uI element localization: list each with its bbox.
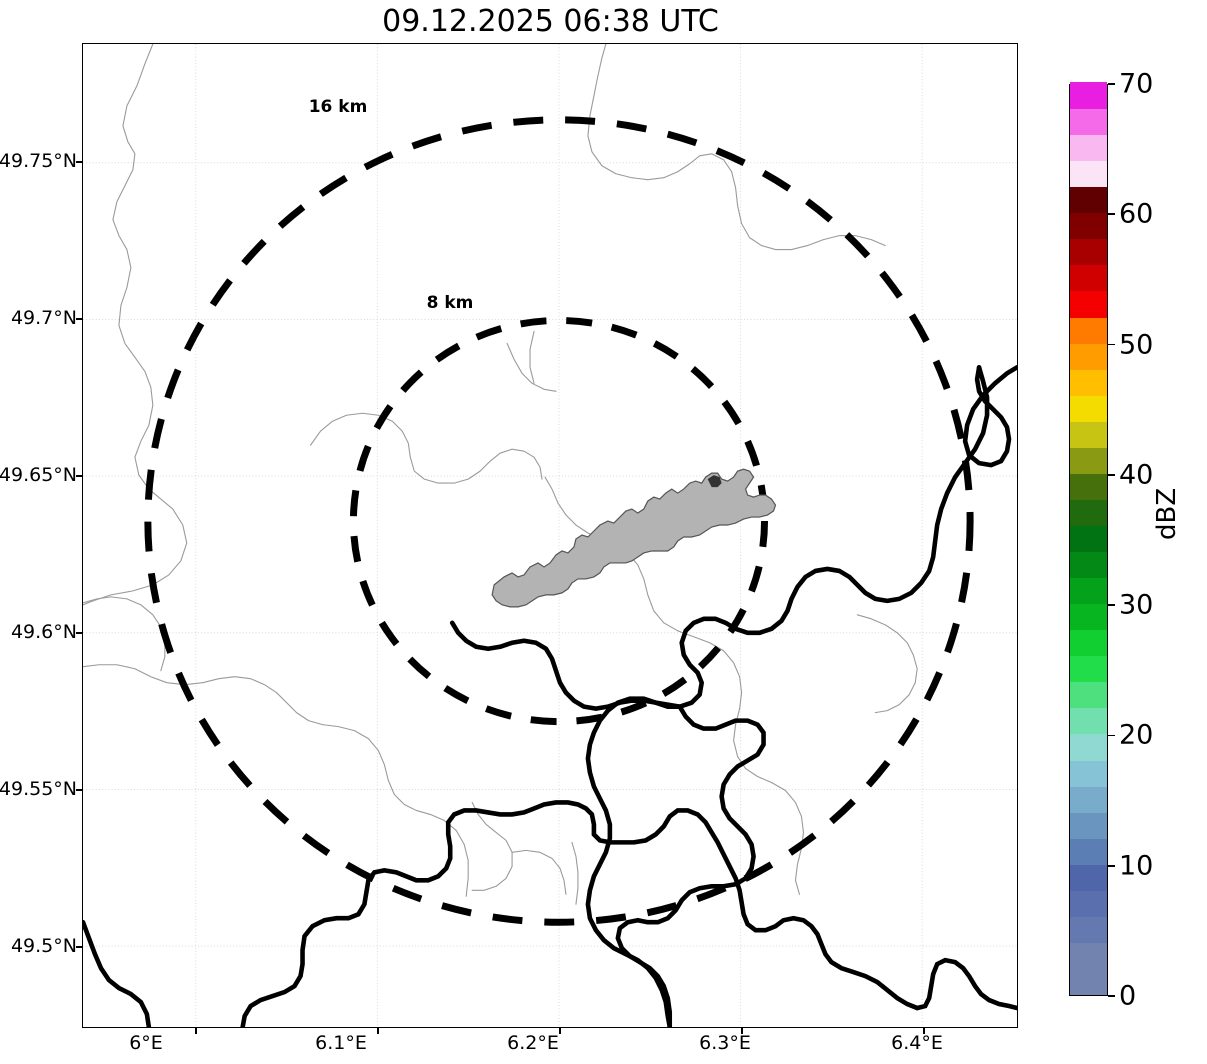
colorbar-band [1070,968,1107,995]
ytick-mark-3 [76,632,82,634]
city-polygon-notch [707,475,722,488]
colorbar-band [1070,785,1107,813]
colorbar-band [1070,316,1107,344]
colorbar-band [1070,629,1107,657]
colorbar-band [1070,603,1107,631]
xtick-mark-2 [559,1028,561,1034]
range-ring-label-8km: 8 km [426,293,474,313]
colorbar-band [1070,890,1107,917]
colorbar-band [1070,160,1107,188]
colorbar-tick-mark [1108,474,1115,476]
colorbar-band [1070,473,1107,500]
colorbar-band [1070,551,1107,579]
colorbar-band [1070,212,1107,240]
ytick-mark-1 [76,318,82,320]
national-border-south [83,800,1017,1027]
map-plot-area[interactable] [82,43,1018,1028]
colorbar-band [1070,838,1107,865]
ytick-label-49-65: 49.65°N [0,464,77,486]
colorbar-tick-label: 30 [1119,589,1154,621]
colorbar-band [1070,655,1107,683]
colorbar-axis-label: dBZ [1152,487,1182,540]
colorbar-band [1070,577,1107,605]
colorbar-tick-label: 0 [1119,980,1137,1012]
colorbar-tick-mark [1108,213,1115,216]
xtick-mark-4 [923,1028,925,1034]
xtick-mark-3 [741,1028,743,1034]
colorbar-band [1070,186,1107,214]
colorbar-tick-label: 20 [1119,719,1154,751]
national-border [449,365,1017,1027]
colorbar-band [1070,864,1107,891]
colorbar-tick-label: 40 [1119,459,1154,491]
map-gridlines [83,44,1017,1027]
xtick-mark-1 [377,1028,379,1034]
xtick-label-6: 6°E [129,1032,163,1054]
colorbar-band [1070,369,1107,396]
colorbar-tick-mark [1108,864,1115,867]
colorbar-tick-mark [1108,83,1115,85]
colorbar-band [1070,82,1107,110]
ytick-mark-0 [76,161,82,163]
colorbar-band [1070,812,1107,839]
colorbar-band [1070,525,1107,553]
city-polygon [491,468,777,608]
range-ring-label-16km: 16 km [308,97,368,117]
ytick-mark-2 [76,475,82,477]
colorbar-tick-mark [1108,734,1115,737]
colorbar-band [1070,395,1107,422]
ytick-label-49-75: 49.75°N [0,150,77,172]
xtick-label-6-4: 6.4°E [891,1032,943,1054]
colorbar-band [1070,264,1107,292]
colorbar-band [1070,238,1107,266]
xtick-label-6-3: 6.3°E [699,1032,751,1054]
colorbar-tick-label: 60 [1119,198,1154,230]
colorbar-tick-mark [1108,343,1115,346]
colorbar-band [1070,759,1107,787]
admin-boundaries [83,44,918,905]
ytick-mark-4 [76,789,82,791]
colorbar-tick-label: 70 [1119,68,1154,100]
colorbar-band [1070,342,1107,370]
colorbar[interactable] [1069,82,1108,996]
colorbar-tick-mark [1108,604,1115,606]
colorbar-band [1070,447,1107,474]
xtick-label-6-2: 6.2°E [507,1032,559,1054]
colorbar-tick-label: 10 [1119,850,1154,882]
colorbar-band [1070,707,1107,735]
colorbar-tick-mark [1108,995,1115,997]
ytick-mark-5 [76,946,82,948]
ytick-label-49-55: 49.55°N [0,778,77,800]
page-title: 09.12.2025 06:38 UTC [382,4,719,39]
colorbar-band [1070,733,1107,761]
colorbar-band [1070,916,1107,943]
colorbar-band [1070,499,1107,526]
colorbar-band [1070,134,1107,162]
ytick-label-49-7: 49.7°N [10,307,77,329]
colorbar-band [1070,108,1107,136]
map-svg [83,44,1017,1027]
colorbar-tick-label: 50 [1119,329,1154,361]
range-ring-16km [144,116,974,926]
colorbar-band [1070,681,1107,709]
colorbar-band [1070,421,1107,448]
colorbar-band [1070,942,1107,969]
xtick-label-6-1: 6.1°E [315,1032,367,1054]
ytick-label-49-6: 49.6°N [10,621,77,643]
colorbar-band [1070,290,1107,318]
ytick-label-49-5: 49.5°N [10,935,77,957]
xtick-mark-0 [195,1028,197,1034]
